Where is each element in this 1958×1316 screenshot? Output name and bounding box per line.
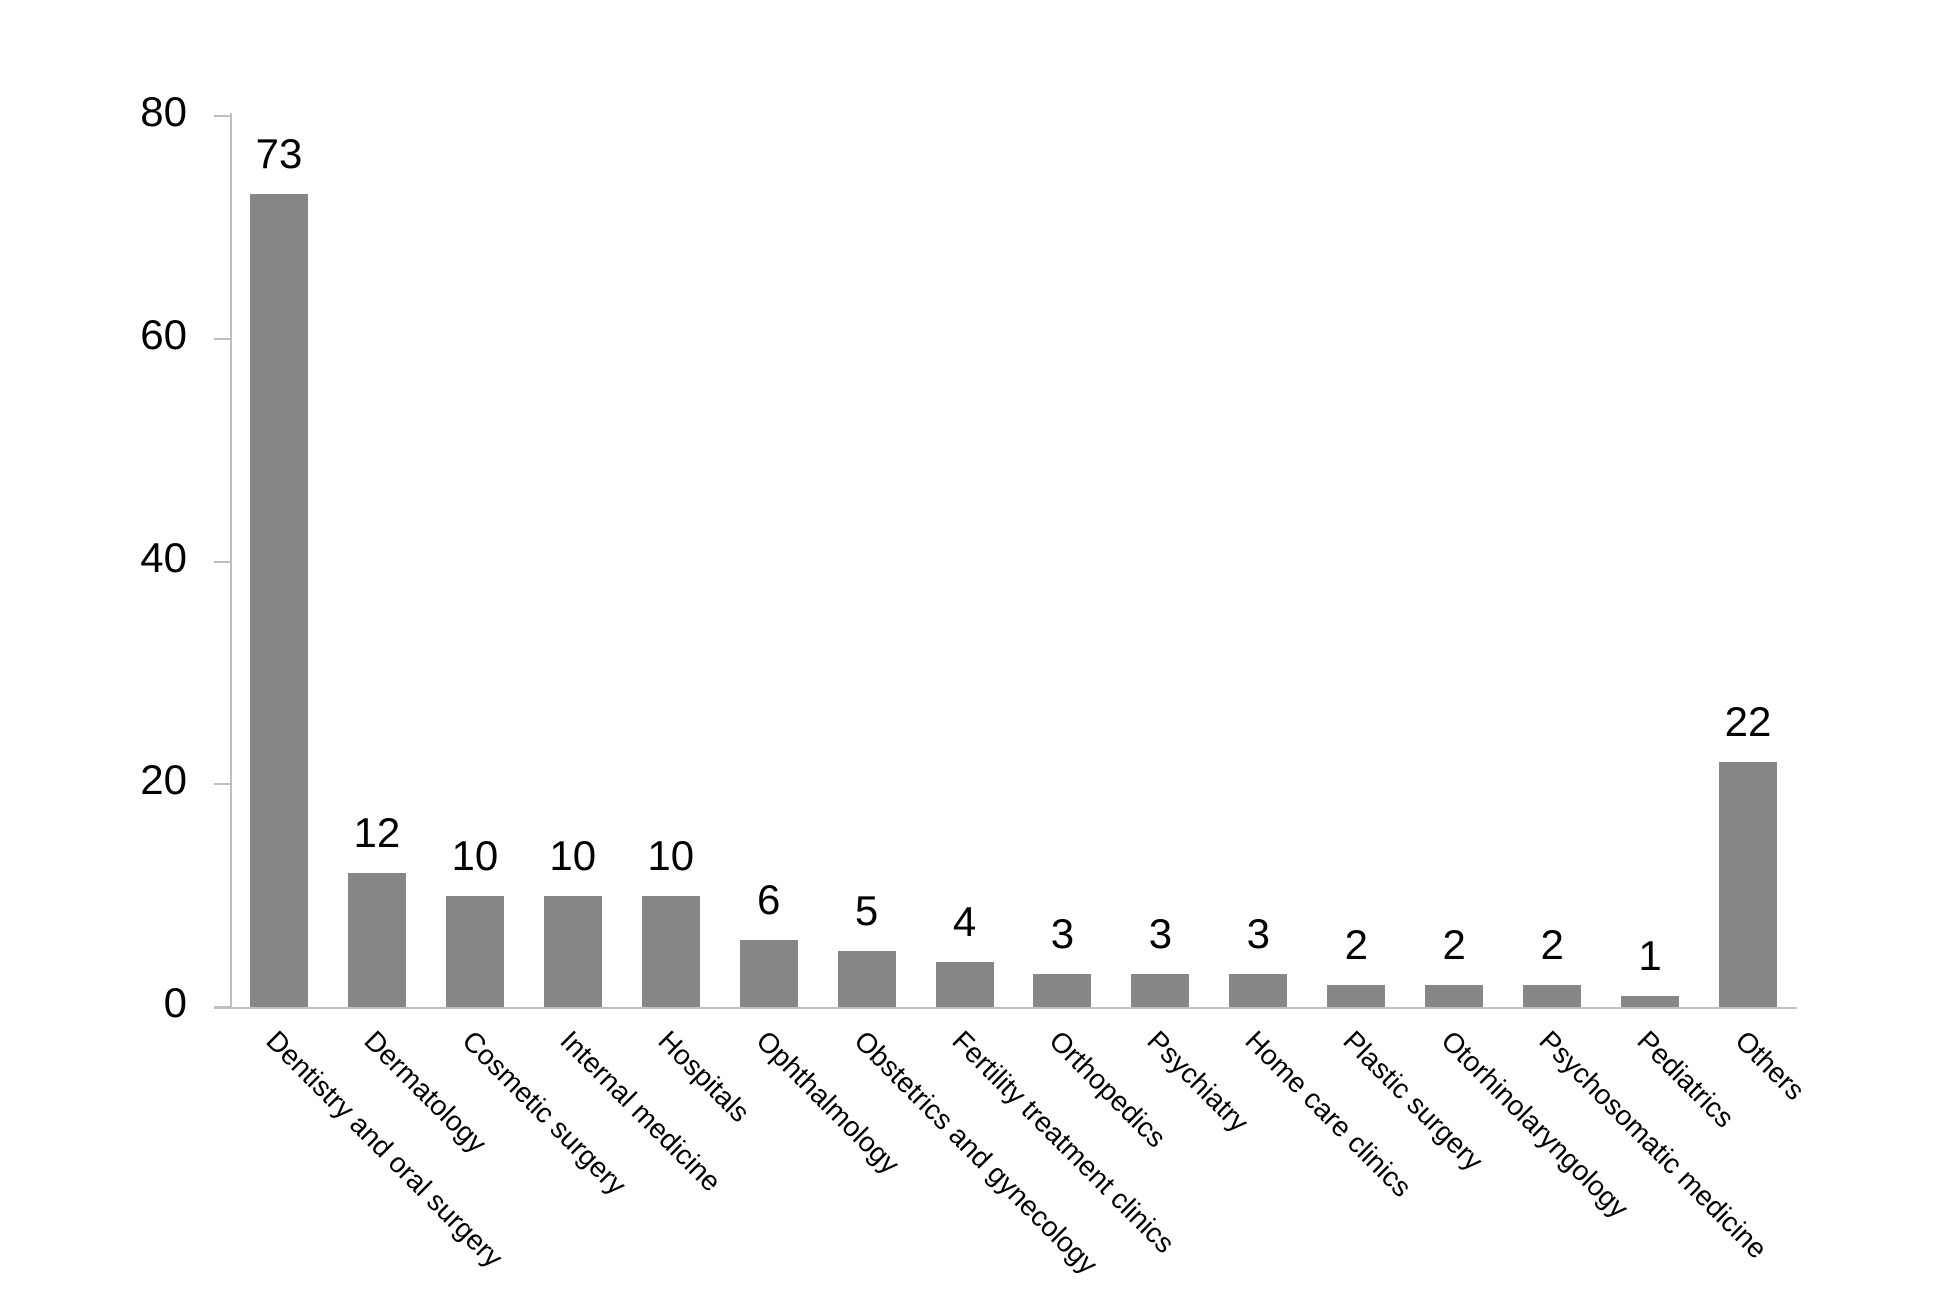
bar: [1425, 984, 1484, 1007]
bar-value-label: 2: [1442, 920, 1466, 968]
bar-value-label: 1: [1638, 931, 1662, 979]
bar: [445, 895, 504, 1007]
bar-value-label: 10: [647, 831, 695, 879]
y-axis-line: [230, 113, 232, 1009]
bar-value-label: 12: [353, 809, 401, 857]
y-tick-mark: [214, 337, 230, 340]
y-tick-mark: [214, 783, 230, 786]
y-tick-label: 20: [140, 756, 187, 804]
y-tick-mark: [214, 1006, 230, 1008]
category-label: Others: [1729, 1024, 1811, 1107]
bar-value-label: 5: [854, 887, 879, 935]
bar-value-label: 10: [451, 831, 499, 879]
bar-value-label: 22: [1724, 697, 1772, 745]
bar-value-label: 3: [1050, 909, 1075, 957]
y-tick-label: 60: [140, 310, 187, 358]
y-tick-label: 0: [163, 979, 187, 1026]
bar: [249, 193, 308, 1007]
y-tick-label: 40: [140, 533, 187, 581]
y-tick-mark: [214, 560, 230, 563]
bar: [641, 895, 700, 1007]
bar: [543, 895, 602, 1007]
bar-value-label: 3: [1246, 909, 1271, 957]
bar: [837, 951, 896, 1007]
bar: [935, 962, 994, 1007]
x-axis-line: [214, 1007, 1797, 1009]
bar: [1621, 995, 1680, 1007]
bar: [1719, 761, 1778, 1007]
y-tick-mark: [214, 115, 230, 117]
bar-value-label: 2: [1344, 920, 1368, 968]
bar-value-label: 3: [1148, 909, 1173, 957]
y-tick-label: 80: [140, 88, 187, 135]
bar: [1033, 973, 1092, 1007]
bar-value-label: 2: [1540, 920, 1564, 968]
category-label: Cosmetic surgery: [456, 1024, 633, 1201]
bar-value-label: 4: [952, 898, 977, 946]
category-label: Otorhinolaryngology: [1435, 1024, 1635, 1224]
bar-value-label: 73: [255, 129, 303, 177]
bar-value-label: 10: [549, 831, 597, 879]
bar: [1523, 984, 1582, 1007]
bar-value-label: 6: [756, 876, 781, 924]
bar: [1327, 984, 1386, 1007]
bar: [739, 940, 798, 1007]
bar: [1131, 973, 1190, 1007]
category-label: Home care clinics: [1239, 1024, 1418, 1203]
bar: [1229, 973, 1288, 1007]
bar: [347, 873, 406, 1007]
